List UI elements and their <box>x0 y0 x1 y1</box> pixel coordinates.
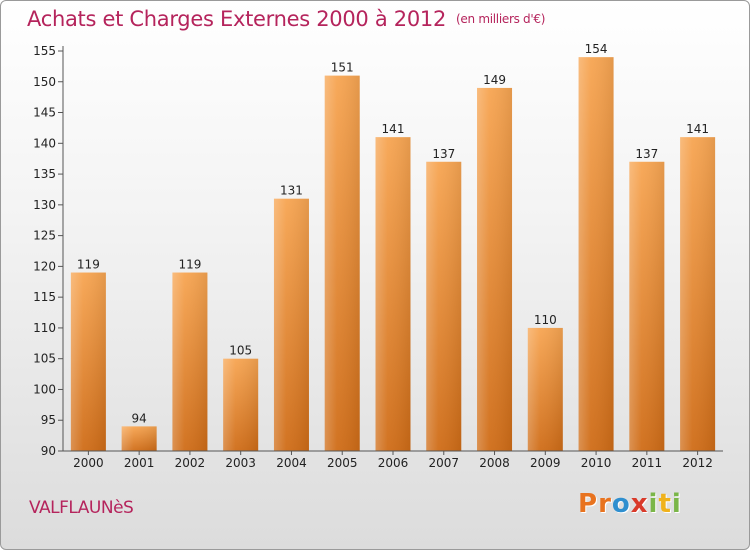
x-tick-label: 2000 <box>73 456 104 470</box>
bars: 119 94 119 105 131 151 141 137 149 110 154 137 141 <box>71 42 715 451</box>
bar-value-label: 94 <box>132 411 147 425</box>
y-tick-label: 125 <box>33 229 56 243</box>
bar-value-label: 119 <box>77 258 100 272</box>
y-tick-label: 95 <box>41 413 56 427</box>
bar-shine <box>223 359 258 451</box>
x-tick-label: 2003 <box>225 456 256 470</box>
x-tick-label: 2008 <box>479 456 510 470</box>
y-tick-label: 155 <box>33 44 56 58</box>
y-tick-label: 110 <box>33 321 56 335</box>
x-tick-label: 2010 <box>581 456 612 470</box>
bar-value-label: 141 <box>382 122 405 136</box>
x-tick-label: 2009 <box>530 456 561 470</box>
bar-shine <box>629 162 664 451</box>
bar-value-label: 110 <box>534 313 557 327</box>
y-tick-label: 90 <box>41 444 56 458</box>
bar-shine <box>172 273 207 451</box>
logo-letter: t <box>658 489 671 519</box>
x-axis: 2000 2001 2002 2003 2004 2005 2006 2007 2008 2009… <box>63 451 723 470</box>
y-tick-label: 120 <box>33 259 56 273</box>
x-tick-label: 2002 <box>175 456 206 470</box>
bar-shine <box>122 426 157 451</box>
x-tick-label: 2006 <box>378 456 409 470</box>
bar-shine <box>325 76 360 451</box>
logo-letter: o <box>612 489 631 519</box>
bar-value-label: 137 <box>635 147 658 161</box>
y-tick-label: 130 <box>33 198 56 212</box>
bar-value-label: 151 <box>331 61 354 75</box>
x-tick-label: 2001 <box>124 456 155 470</box>
y-tick-label: 100 <box>33 382 56 396</box>
bar-shine <box>528 328 563 451</box>
bar-value-label: 141 <box>686 122 709 136</box>
bar-value-label: 154 <box>585 42 608 56</box>
logo-letter: i <box>672 489 682 519</box>
bar-shine <box>680 137 715 451</box>
y-tick-label: 150 <box>33 75 56 89</box>
x-tick-label: 2007 <box>428 456 459 470</box>
bar-shine <box>274 199 309 451</box>
x-tick-label: 2012 <box>682 456 713 470</box>
y-axis: 90 95 100 105 110 115 120 125 130 135 140 145 150 155 <box>33 44 63 458</box>
logo-letter: r <box>598 489 612 519</box>
x-tick-label: 2005 <box>327 456 358 470</box>
bar-shine <box>477 88 512 451</box>
bar-shine <box>426 162 461 451</box>
bar-value-label: 131 <box>280 184 303 198</box>
bar-value-label: 119 <box>178 258 201 272</box>
y-tick-label: 105 <box>33 352 56 366</box>
bar-shine <box>376 137 411 451</box>
bar-value-label: 105 <box>229 344 252 358</box>
y-tick-label: 115 <box>33 290 56 304</box>
bar-value-label: 149 <box>483 73 506 87</box>
proxiti-logo: Proxiti <box>578 489 682 519</box>
x-tick-label: 2011 <box>632 456 663 470</box>
place-name: VALFLAUNèS <box>29 498 133 518</box>
y-tick-label: 145 <box>33 106 56 120</box>
y-tick-label: 140 <box>33 136 56 150</box>
bar-shine <box>579 57 614 451</box>
logo-letter: P <box>578 489 598 519</box>
y-tick-label: 135 <box>33 167 56 181</box>
logo-letter: x <box>631 489 649 519</box>
x-tick-label: 2004 <box>276 456 307 470</box>
bar-value-label: 137 <box>432 147 455 161</box>
logo-letter: i <box>649 489 659 519</box>
bar-shine <box>71 273 106 451</box>
